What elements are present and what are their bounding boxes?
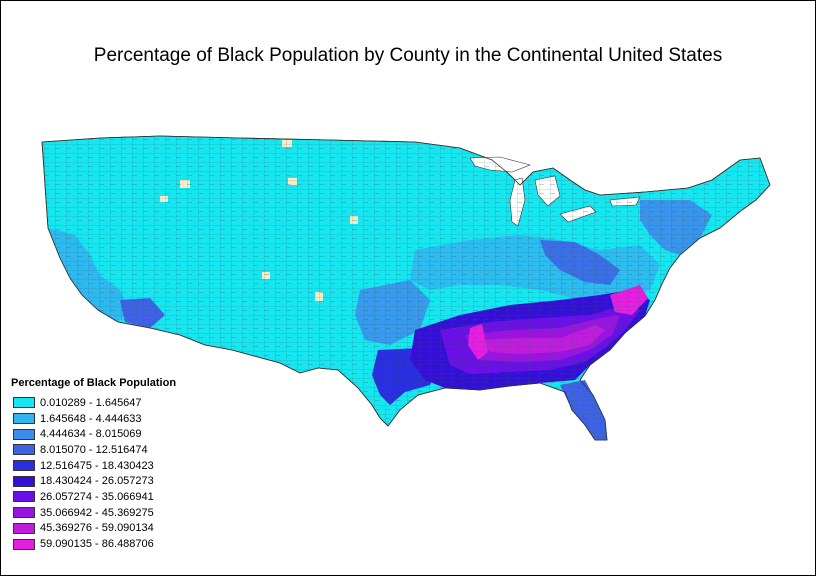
legend-swatch [13, 413, 35, 425]
legend-swatch [13, 538, 35, 550]
legend-label: 59.090135 - 86.488706 [40, 538, 154, 551]
legend-item: 18.430424 - 26.057273 [11, 473, 176, 489]
legend-item: 0.010289 - 1.645647 [11, 395, 176, 411]
legend-swatch [13, 507, 35, 519]
legend-item: 35.066942 - 45.369275 [11, 505, 176, 521]
legend-item: 8.015070 - 12.516474 [11, 442, 176, 458]
legend-swatch [13, 460, 35, 472]
legend-item: 12.516475 - 18.430423 [11, 458, 176, 474]
legend-swatch [13, 444, 35, 456]
legend-label: 26.057274 - 35.066941 [40, 490, 154, 503]
legend-label: 18.430424 - 26.057273 [40, 475, 154, 488]
legend-label: 1.645648 - 4.444633 [40, 412, 142, 425]
map-legend: Percentage of Black Population 0.010289 … [11, 377, 176, 552]
legend-label: 45.369276 - 59.090134 [40, 522, 154, 535]
legend-item: 26.057274 - 35.066941 [11, 489, 176, 505]
legend-item: 45.369276 - 59.090134 [11, 521, 176, 537]
legend-label: 35.066942 - 45.369275 [40, 506, 154, 519]
legend-item: 1.645648 - 4.444633 [11, 411, 176, 427]
legend-label: 4.444634 - 8.015069 [40, 428, 142, 441]
legend-label: 8.015070 - 12.516474 [40, 443, 148, 456]
legend-label: 12.516475 - 18.430423 [40, 459, 154, 472]
legend-item: 59.090135 - 86.488706 [11, 536, 176, 552]
us-county-map [41, 135, 771, 441]
legend-swatch [13, 428, 35, 440]
legend-title: Percentage of Black Population [11, 377, 177, 389]
legend-swatch [13, 522, 35, 534]
legend-item: 4.444634 - 8.015069 [11, 426, 176, 442]
map-title: Percentage of Black Population by County… [93, 45, 723, 66]
legend-swatch [13, 397, 35, 409]
legend-swatch [13, 491, 35, 503]
legend-items: 0.010289 - 1.645647 1.645648 - 4.444633 4.… [11, 395, 176, 552]
legend-label: 0.010289 - 1.645647 [40, 396, 142, 409]
legend-swatch [13, 475, 35, 487]
